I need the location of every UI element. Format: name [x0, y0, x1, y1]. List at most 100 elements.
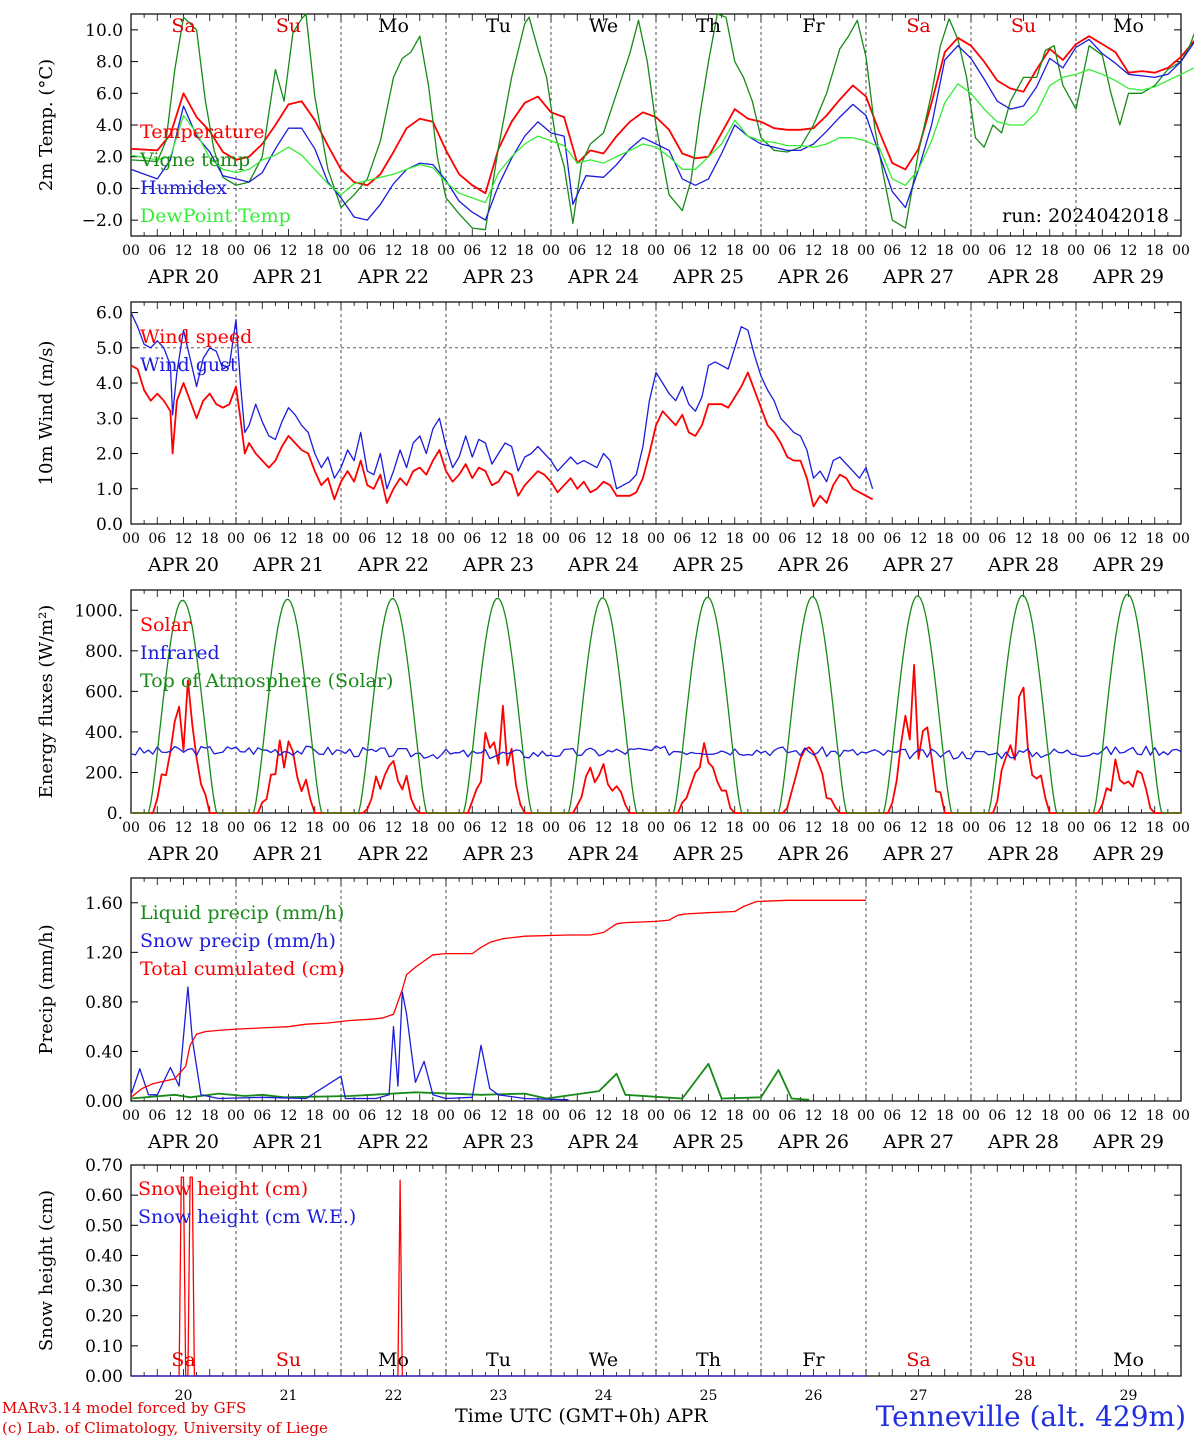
hour-tick-label: 12	[490, 243, 508, 259]
hour-tick-label: 00	[962, 243, 980, 259]
hour-tick-label: 00	[1067, 1108, 1085, 1124]
hour-tick-label: 00	[437, 1108, 455, 1124]
hour-tick-label: 00	[647, 531, 665, 547]
hour-tick-label: 12	[805, 820, 823, 836]
hour-tick-label: 18	[936, 243, 954, 259]
hour-tick-label: 00	[962, 531, 980, 547]
hour-tick-label: 18	[726, 820, 744, 836]
hour-tick-label: 00	[1172, 243, 1190, 259]
hour-tick-label: 00	[332, 820, 350, 836]
hour-tick-label: 06	[253, 243, 271, 259]
day-label: APR 24	[567, 843, 639, 865]
day-label: APR 24	[567, 266, 639, 288]
hour-tick-label: 00	[227, 243, 245, 259]
hour-tick-label: 12	[700, 1108, 718, 1124]
y-tick-label: 0.00	[85, 1092, 123, 1112]
y-tick-label: 0.60	[85, 1186, 123, 1206]
y-tick-label: 0.70	[85, 1156, 123, 1176]
hour-tick-label: 06	[673, 531, 691, 547]
panel-5	[130, 1164, 1182, 1377]
hour-tick-label: 18	[936, 820, 954, 836]
day-label: APR 29	[1092, 554, 1164, 576]
day-label: APR 20	[147, 266, 219, 288]
day-label: APR 28	[987, 554, 1059, 576]
hour-tick-label: 06	[988, 1108, 1006, 1124]
weekday-label: Sa	[171, 15, 195, 37]
y-tick-label: 2.0	[96, 445, 123, 465]
hour-tick-label: 12	[595, 243, 613, 259]
legend-infrared: Infrared	[140, 642, 220, 664]
run-label: run: 2024042018	[1002, 205, 1169, 227]
hour-tick-label: 00	[647, 820, 665, 836]
weekday-label: Sa	[171, 1349, 195, 1371]
day-number: 26	[805, 1388, 823, 1404]
day-number: 29	[1120, 1388, 1138, 1404]
hour-tick-label: 12	[1120, 820, 1138, 836]
hour-tick-label: 18	[516, 820, 534, 836]
hour-tick-label: 00	[542, 1108, 560, 1124]
day-label: APR 21	[252, 554, 324, 576]
y-axis-title: Energy fluxes (W/m²)	[36, 605, 57, 799]
hour-tick-label: 06	[463, 243, 481, 259]
hour-tick-label: 12	[280, 820, 298, 836]
y-tick-label: 800.	[85, 642, 123, 662]
y-tick-label: 1000.	[74, 601, 123, 621]
hour-tick-label: 18	[831, 820, 849, 836]
hour-tick-label: 00	[227, 820, 245, 836]
hour-tick-label: 00	[542, 243, 560, 259]
day-label: APR 21	[252, 1131, 324, 1153]
hour-tick-label: 18	[936, 1108, 954, 1124]
series-line-infrared	[130, 745, 1182, 760]
y-tick-label: 0.50	[85, 1216, 123, 1236]
weekday-label: Su	[1011, 15, 1036, 37]
day-label: APR 23	[462, 843, 534, 865]
hour-tick-label: 18	[621, 531, 639, 547]
hour-tick-label: 12	[805, 1108, 823, 1124]
hour-tick-label: 06	[883, 531, 901, 547]
legend-snow-height-cm-: Snow height (cm)	[138, 1178, 308, 1200]
hour-tick-label: 06	[883, 243, 901, 259]
day-label: APR 26	[777, 266, 849, 288]
hour-tick-label: 00	[542, 820, 560, 836]
hour-tick-label: 12	[385, 820, 403, 836]
hour-tick-label: 12	[910, 1108, 928, 1124]
hour-tick-label: 06	[463, 531, 481, 547]
legend-liquid-precip-mm-h-: Liquid precip (mm/h)	[140, 902, 344, 924]
hour-tick-label: 06	[883, 1108, 901, 1124]
y-axis-title: 10m Wind (m/s)	[36, 341, 57, 486]
hour-tick-label: 00	[1172, 820, 1190, 836]
hour-tick-label: 06	[1093, 1108, 1111, 1124]
y-tick-label: 0.80	[85, 993, 123, 1013]
legend-wind-gust: Wind gust	[140, 354, 238, 376]
hour-tick-label: 00	[752, 531, 770, 547]
hour-tick-label: 18	[621, 1108, 639, 1124]
y-tick-label: 0.30	[85, 1277, 123, 1297]
hour-tick-label: 12	[700, 531, 718, 547]
hour-tick-label: 00	[437, 820, 455, 836]
hour-tick-label: 12	[175, 820, 193, 836]
day-number: 24	[595, 1388, 613, 1404]
hour-tick-label: 18	[411, 243, 429, 259]
time-axis-label: Time UTC (GMT+0h) APR	[455, 1405, 708, 1427]
series-line-dewpoint-temp	[130, 67, 1194, 204]
hour-tick-label: 18	[411, 1108, 429, 1124]
day-number: 27	[910, 1388, 928, 1404]
hour-tick-label: 18	[1146, 820, 1164, 836]
hour-tick-label: 18	[201, 243, 219, 259]
hour-tick-label: 12	[595, 531, 613, 547]
hour-tick-label: 00	[962, 820, 980, 836]
weekday-label: Fr	[802, 15, 825, 37]
hour-tick-label: 12	[175, 531, 193, 547]
hour-tick-label: 12	[175, 1108, 193, 1124]
hour-tick-label: 06	[148, 1108, 166, 1124]
weekday-label: Mo	[378, 15, 409, 37]
hour-tick-label: 12	[1015, 1108, 1033, 1124]
hour-tick-label: 06	[673, 1108, 691, 1124]
weekday-label: Sa	[906, 1349, 930, 1371]
hour-tick-label: 12	[805, 531, 823, 547]
hour-tick-label: 00	[1067, 531, 1085, 547]
hour-tick-label: 18	[306, 531, 324, 547]
y-tick-label: 6.0	[96, 84, 123, 104]
day-number: 23	[490, 1388, 508, 1404]
series-line-top-of-atmosphere-solar-	[131, 593, 1181, 814]
